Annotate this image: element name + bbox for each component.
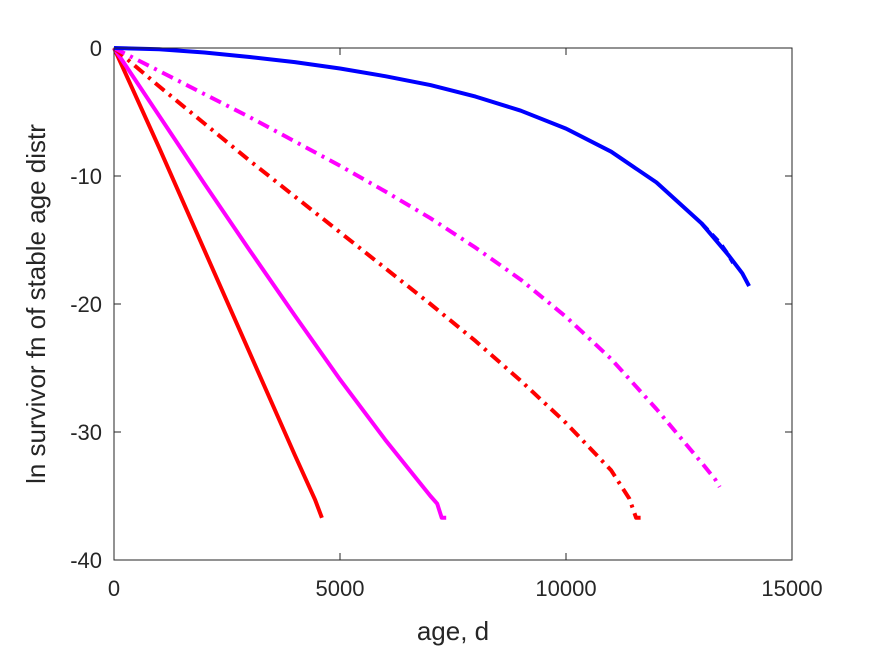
x-tick-label: 15000 (761, 576, 822, 601)
y-tick-label: 0 (90, 36, 102, 61)
y-tick-label: -40 (70, 548, 102, 573)
x-tick-label: 5000 (316, 576, 365, 601)
series-line-1 (112, 47, 324, 519)
y-axis-label: ln survivor fn of stable age distr (21, 124, 51, 484)
series-line-4 (113, 46, 722, 489)
series-layer (112, 46, 751, 520)
plot-background (114, 48, 792, 560)
series-line-3 (112, 46, 641, 520)
y-tick-label: -10 (70, 164, 102, 189)
y-tick-label: -30 (70, 420, 102, 445)
x-tick-label: 10000 (535, 576, 596, 601)
x-tick-label: 0 (108, 576, 120, 601)
y-tick-label: -20 (70, 292, 102, 317)
series-line-5 (113, 46, 751, 288)
x-axis-label: age, d (417, 616, 489, 646)
tick-layer: 0 5000 10000 15000 0 -10 -20 -30 -40 (70, 36, 822, 601)
series-line-2 (112, 46, 447, 520)
series-line-6 (700, 222, 735, 265)
